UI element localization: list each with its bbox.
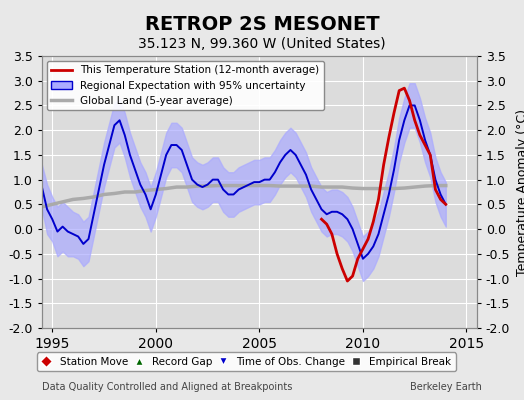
- Legend: Station Move, Record Gap, Time of Obs. Change, Empirical Break: Station Move, Record Gap, Time of Obs. C…: [37, 352, 456, 371]
- Text: Berkeley Earth: Berkeley Earth: [410, 382, 482, 392]
- Text: Data Quality Controlled and Aligned at Breakpoints: Data Quality Controlled and Aligned at B…: [42, 382, 292, 392]
- Y-axis label: Temperature Anomaly (°C): Temperature Anomaly (°C): [516, 108, 524, 276]
- Text: 35.123 N, 99.360 W (United States): 35.123 N, 99.360 W (United States): [138, 37, 386, 51]
- Text: RETROP 2S MESONET: RETROP 2S MESONET: [145, 14, 379, 34]
- Legend: This Temperature Station (12-month average), Regional Expectation with 95% uncer: This Temperature Station (12-month avera…: [47, 61, 324, 110]
